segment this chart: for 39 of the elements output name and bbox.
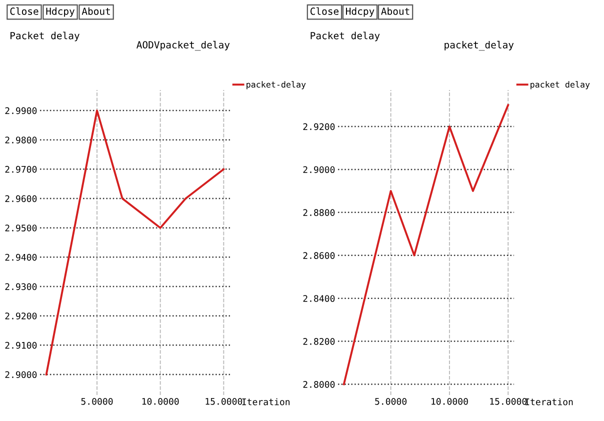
y-tick-label: 2.8200 <box>303 338 335 345</box>
chart-title: AODVpacket_delay <box>136 40 230 51</box>
line-series <box>45 110 225 376</box>
legend-label: packet delay <box>530 81 590 90</box>
x-tick-label: 5.0000 <box>81 398 113 405</box>
y-tick-label: 2.9900 <box>5 107 37 114</box>
text: Close <box>310 7 339 15</box>
x-tick-label: 10.0000 <box>432 398 468 405</box>
text: About <box>82 7 110 15</box>
y-axis-title: Packet delay <box>310 32 380 42</box>
y-tick-label: 2.9400 <box>5 254 37 261</box>
y-tick-label: 2.9500 <box>5 224 37 232</box>
y-tick-label: 2.9600 <box>5 195 37 202</box>
y-tick-label: 2.8800 <box>303 209 335 216</box>
y-tick-label: 2.8000 <box>303 381 335 388</box>
y-tick-label: 2.9300 <box>5 283 37 290</box>
y-tick-label: 2.9200 <box>303 123 335 130</box>
text: Hdcpy <box>46 7 75 17</box>
text: Close <box>10 7 38 15</box>
legend-label: packet-delay <box>246 81 306 90</box>
x-tick-label: 15.0000 <box>490 398 527 405</box>
line-series <box>342 104 510 386</box>
text: Hdcpy <box>346 7 374 17</box>
y-tick-label: 2.9200 <box>5 312 37 320</box>
x-tick-label: 5.0000 <box>375 398 407 405</box>
x-axis-title: Iteration <box>525 398 573 406</box>
y-tick-label: 2.9800 <box>5 136 37 144</box>
y-tick-label: 2.8600 <box>303 252 335 259</box>
x-tick-label: 15.0000 <box>206 398 242 405</box>
y-tick-label: 2.9000 <box>303 166 335 174</box>
y-tick-label: 2.9100 <box>5 342 37 349</box>
x-tick-label: 10.0000 <box>142 398 179 405</box>
text: About <box>381 7 410 15</box>
chart-title: packet_delay <box>444 40 514 51</box>
y-tick-label: 2.8400 <box>303 295 335 302</box>
y-tick-label: 2.9700 <box>5 166 37 173</box>
x-axis-title: Iteration <box>242 398 290 406</box>
y-axis-title: Packet delay <box>10 32 80 42</box>
y-tick-label: 2.9000 <box>5 371 37 378</box>
